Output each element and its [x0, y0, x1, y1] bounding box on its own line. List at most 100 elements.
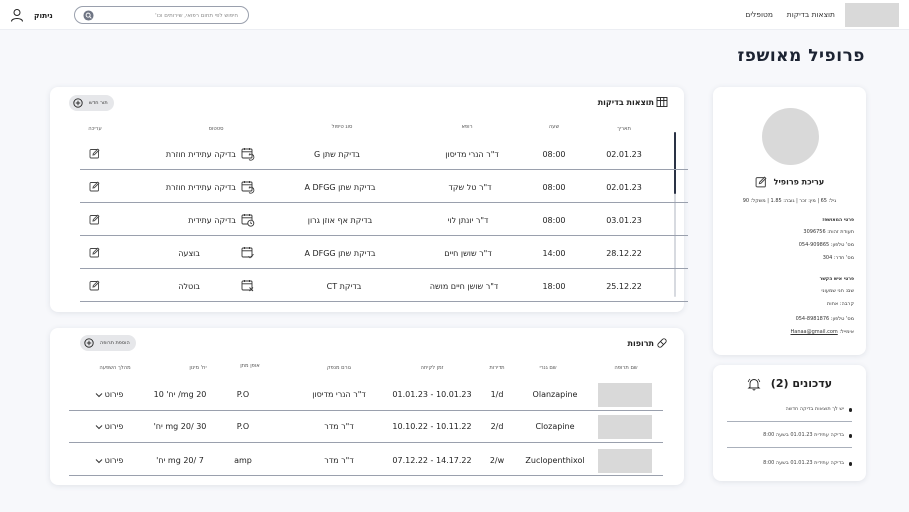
chevron-down-icon[interactable]: [95, 424, 103, 430]
cell-frequency: 2/w: [489, 456, 505, 465]
cell-doctor: ד"ר שושן חיים: [444, 249, 492, 258]
cell-prescriber: ד"ר מדר: [324, 456, 354, 465]
personal-details-heading: פרטי המאושפז: [822, 218, 854, 223]
header-period: זמן לקיחה: [420, 365, 444, 371]
top-bar: תוצאות בדיקות מטופלים ניתוק: [0, 0, 909, 30]
notification-item[interactable]: בדיקה עתידית 01.01.23 בשעה 8:00: [763, 432, 844, 438]
notification-dot: [848, 434, 852, 438]
row-divider: [69, 475, 663, 476]
add-medication-button[interactable]: הוספת תרופה: [80, 335, 136, 351]
avatar: [762, 108, 819, 165]
edit-profile-label: עריכת פרופיל: [773, 177, 825, 187]
row-divider: [80, 301, 688, 302]
cell-prescriber: ד"ר הנרי מדיסון: [312, 390, 366, 399]
contact-phone: מס' טלפון: 054-8981876: [795, 316, 854, 322]
cell-dose: mg 20/ 30 יח': [153, 422, 207, 431]
user-area: ניתוק: [10, 6, 53, 24]
edit-icon[interactable]: [89, 181, 100, 192]
cell-date: 02.01.23: [606, 183, 642, 192]
cell-time: 08:00: [542, 150, 566, 159]
contact-details-heading: פרטי איש הקשר: [819, 277, 854, 282]
edit-profile-button[interactable]: עריכת פרופיל: [713, 176, 866, 188]
status-text: בדיקה עתידית: [188, 216, 236, 225]
notification-divider: [727, 447, 852, 448]
patient-stats: גיל: 65 | מין: זכר | גובה: 1.85 | משקל: …: [742, 198, 837, 204]
details-link[interactable]: פירוט: [104, 390, 124, 399]
calendar-repeat-icon: [241, 181, 255, 194]
nav-patients[interactable]: מטופלים: [745, 10, 773, 19]
contact-name: שם: חני שמעוני: [821, 288, 854, 294]
chevron-down-icon[interactable]: [95, 392, 103, 398]
edit-icon[interactable]: [89, 247, 100, 258]
chevron-down-icon[interactable]: [95, 458, 103, 464]
header-generic-name: שם גנרי: [539, 365, 557, 371]
bell-icon[interactable]: [747, 377, 761, 391]
cell-route: amp: [234, 456, 252, 465]
calendar-x-icon: [241, 280, 254, 292]
new-appointment-button[interactable]: תור חדש: [69, 95, 114, 111]
new-appointment-label: תור חדש: [89, 100, 108, 106]
header-status: סטטוס: [208, 126, 224, 132]
row-divider: [80, 169, 688, 170]
logo[interactable]: [845, 3, 899, 27]
scrollbar-thumb[interactable]: [674, 132, 676, 194]
notification-item[interactable]: יש לך תוצאות בדיקה חדשה: [785, 406, 844, 412]
edit-icon: [755, 176, 767, 188]
notification-divider: [727, 421, 852, 422]
patient-profile-card: עריכת פרופיל גיל: 65 | מין: זכר | גובה: …: [713, 87, 866, 355]
contact-email-row: אימייל: Hanaa@gmail.com: [791, 329, 855, 335]
search-icon[interactable]: [83, 10, 94, 21]
status-text: בוטלה: [178, 282, 200, 291]
cell-med-name: Zuclopenthixol: [525, 456, 585, 465]
notification-dot: [848, 408, 852, 412]
cell-route: P.O: [236, 390, 250, 399]
status-text: בדיקה עתידית חוזרת: [165, 150, 236, 159]
header-doctor: רופא: [461, 124, 473, 130]
header-med-name: שם תרופה: [614, 365, 638, 371]
edit-icon[interactable]: [89, 280, 100, 291]
cell-type: בדיקת אף אוזן גרון: [307, 216, 373, 225]
cell-date: 02.01.23: [606, 150, 642, 159]
notification-dot: [848, 462, 852, 466]
calendar-repeat-icon: [241, 148, 255, 161]
notifications-card: עדכונים (2) יש לך תוצאות בדיקה חדשה בדיק…: [713, 365, 866, 481]
cell-date: 25.12.22: [606, 282, 642, 291]
status-text: בדיקה עתידית חוזרת: [165, 183, 236, 192]
email-link[interactable]: Hanaa@gmail.com: [790, 329, 838, 335]
row-divider: [80, 268, 688, 269]
plus-circle-icon: [73, 98, 83, 108]
scrollbar-track[interactable]: [674, 132, 676, 297]
calendar-check-icon: [241, 247, 254, 259]
cell-type: בדיקת שתן A DFGG: [304, 249, 376, 258]
header-time: שעה: [548, 124, 560, 130]
notifications-title-text: עדכונים (2): [770, 377, 833, 390]
notifications-title: עדכונים (2): [713, 377, 866, 391]
medication-image: [598, 415, 652, 439]
medications-title: תרופות: [627, 339, 655, 348]
room-number: מס' חדר: 304: [822, 255, 854, 261]
page-title: פרופיל מאושפז: [737, 46, 865, 66]
medication-image: [598, 383, 652, 407]
test-results-card: תוצאות בדיקות תור חדש תאריך שעה רופא סוג…: [50, 87, 688, 312]
cell-med-name: Olanzapine: [532, 390, 578, 399]
details-link[interactable]: פירוט: [104, 422, 124, 431]
cell-type: בדיקת שתן G: [313, 150, 361, 159]
header-date: תאריך: [617, 126, 631, 132]
notification-item[interactable]: בדיקה עתידית 01.01.23 בשעה 8:00: [763, 460, 844, 466]
cell-type: בדיקת CT: [326, 282, 362, 291]
medications-card: תרופות הוספת תרופה שם תרופה שם גנרי תדיר…: [50, 328, 684, 485]
edit-icon[interactable]: [89, 148, 100, 159]
row-divider: [80, 235, 688, 236]
cell-period: 01.01.23 - 10.01.23: [392, 390, 472, 399]
header-dose: יח' מינון: [189, 365, 207, 371]
email-label: אימייל:: [839, 329, 854, 335]
user-icon[interactable]: [10, 8, 24, 22]
cell-doctor: ד"ר יונתן לוי: [447, 216, 489, 225]
edit-icon[interactable]: [89, 214, 100, 225]
cell-type: בדיקת שתן A DFGG: [304, 183, 376, 192]
details-link[interactable]: פירוט: [104, 456, 124, 465]
cell-frequency: 1/d: [490, 390, 504, 399]
nav-test-results[interactable]: תוצאות בדיקות: [786, 10, 835, 19]
search-input[interactable]: [98, 9, 238, 22]
logout-link[interactable]: ניתוק: [34, 10, 53, 20]
